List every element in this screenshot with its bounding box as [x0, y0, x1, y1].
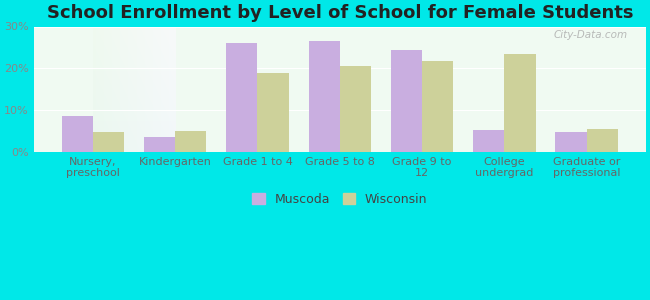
Bar: [226, 43, 257, 152]
Bar: [391, 50, 422, 152]
Bar: [504, 54, 536, 152]
Title: School Enrollment by Level of School for Female Students: School Enrollment by Level of School for…: [47, 4, 633, 22]
Bar: [422, 61, 454, 152]
Bar: [556, 132, 587, 152]
Bar: [93, 132, 124, 152]
Bar: [340, 66, 371, 152]
Legend: Muscoda, Wisconsin: Muscoda, Wisconsin: [247, 188, 432, 211]
Text: City-Data.com: City-Data.com: [553, 30, 627, 40]
Bar: [473, 130, 504, 152]
Bar: [257, 73, 289, 152]
Bar: [62, 116, 93, 152]
Bar: [144, 137, 176, 152]
Bar: [587, 129, 618, 152]
Bar: [309, 41, 340, 152]
Bar: [176, 131, 207, 152]
